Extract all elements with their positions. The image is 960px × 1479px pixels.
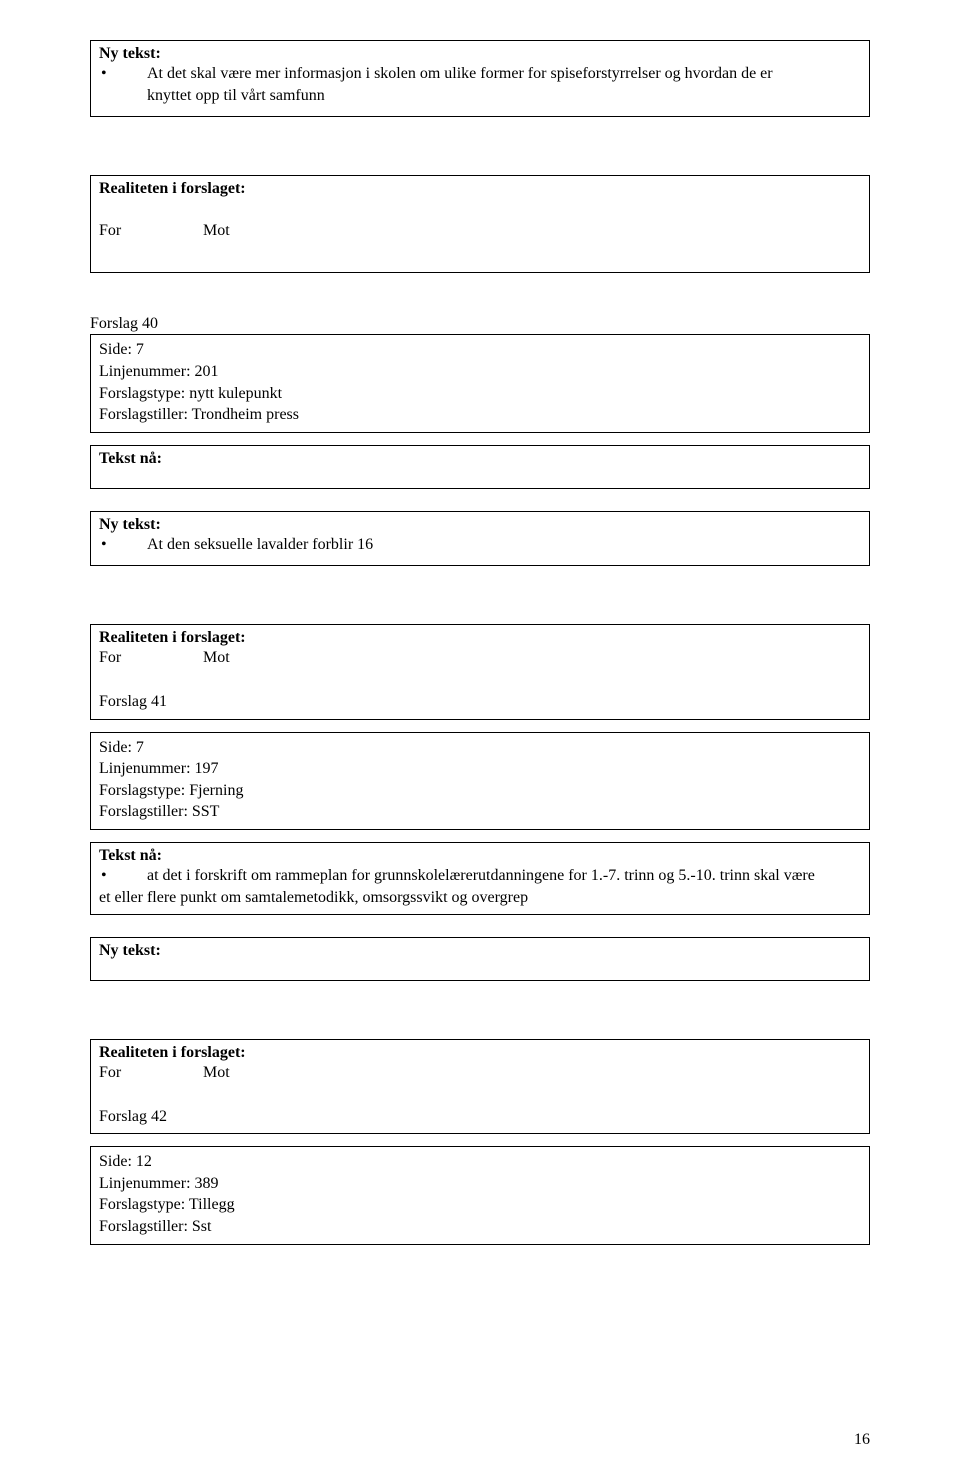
bullet-row: • At den seksuelle lavalder forblir 16: [99, 534, 861, 556]
bullet-icon: •: [99, 63, 147, 85]
page-number: 16: [854, 1431, 870, 1449]
for-label: For: [99, 1062, 199, 1084]
side-line: Side: 7: [99, 339, 861, 361]
linjenummer-line: Linjenummer: 197: [99, 758, 861, 780]
for-label: For: [99, 647, 199, 669]
ny-tekst-box-3: Ny tekst:: [90, 937, 870, 981]
forslag-40-title: Forslag 40: [90, 313, 870, 335]
side-line: Side: 7: [99, 737, 861, 759]
realiteten-label: Realiteten i forslaget:: [99, 180, 861, 198]
bullet-icon: •: [99, 534, 147, 556]
bullet-text: At det skal være mer informasjon i skole…: [147, 63, 861, 85]
bullet-icon: •: [99, 865, 147, 887]
linjenummer-line: Linjenummer: 201: [99, 361, 861, 383]
forslag-42-box: Side: 12 Linjenummer: 389 Forslagstype: …: [90, 1146, 870, 1244]
realiteten-box-2: Realiteten i forslaget: For Mot Forslag …: [90, 624, 870, 719]
for-label: For: [99, 220, 199, 242]
for-mot-row: For Mot: [99, 220, 861, 242]
forslagstiller-line: Forslagstiller: Trondheim press: [99, 404, 861, 426]
forslagstiller-line: Forslagstiller: Sst: [99, 1216, 861, 1238]
tekst-naa-label: Tekst nå:: [99, 847, 861, 865]
forslag-40-box: Side: 7 Linjenummer: 201 Forslagstype: n…: [90, 334, 870, 432]
mot-label: Mot: [203, 649, 230, 666]
ny-tekst-box-1: Ny tekst: • At det skal være mer informa…: [90, 40, 870, 117]
forslag-42-title: Forslag 42: [99, 1106, 861, 1128]
mot-label: Mot: [203, 222, 230, 239]
ny-tekst-label: Ny tekst:: [99, 516, 861, 534]
forslagstype-line: Forslagstype: Tillegg: [99, 1194, 861, 1216]
tekst-naa-box-1: Tekst nå:: [90, 445, 870, 489]
for-mot-row: For Mot: [99, 647, 861, 669]
bullet-row: • At det skal være mer informasjon i sko…: [99, 63, 861, 85]
ny-tekst-box-2: Ny tekst: • At den seksuelle lavalder fo…: [90, 511, 870, 567]
continuation-line: et eller flere punkt om samtalemetodikk,…: [99, 887, 861, 909]
forslag-41-box: Side: 7 Linjenummer: 197 Forslagstype: F…: [90, 732, 870, 830]
ny-tekst-label: Ny tekst:: [99, 942, 861, 960]
forslagstiller-line: Forslagstiller: SST: [99, 801, 861, 823]
ny-tekst-label: Ny tekst:: [99, 45, 861, 63]
tekst-naa-box-2: Tekst nå: • at det i forskrift om rammep…: [90, 842, 870, 915]
mot-label: Mot: [203, 1064, 230, 1081]
linjenummer-line: Linjenummer: 389: [99, 1173, 861, 1195]
bullet-row: • at det i forskrift om rammeplan for gr…: [99, 865, 861, 887]
realiteten-label: Realiteten i forslaget:: [99, 1044, 861, 1062]
bullet-continuation: knyttet opp til vårt samfunn: [99, 85, 861, 107]
bullet-text: At den seksuelle lavalder forblir 16: [147, 534, 861, 556]
forslagstype-line: Forslagstype: nytt kulepunkt: [99, 383, 861, 405]
side-line: Side: 12: [99, 1151, 861, 1173]
forslag-41-title: Forslag 41: [99, 691, 861, 713]
bullet-text: at det i forskrift om rammeplan for grun…: [147, 865, 861, 887]
realiteten-box-1: Realiteten i forslaget: For Mot: [90, 175, 870, 273]
tekst-naa-label: Tekst nå:: [99, 450, 861, 468]
realiteten-label: Realiteten i forslaget:: [99, 629, 861, 647]
for-mot-row: For Mot: [99, 1062, 861, 1084]
forslagstype-line: Forslagstype: Fjerning: [99, 780, 861, 802]
page-container: Ny tekst: • At det skal være mer informa…: [0, 0, 960, 1479]
realiteten-box-3: Realiteten i forslaget: For Mot Forslag …: [90, 1039, 870, 1134]
